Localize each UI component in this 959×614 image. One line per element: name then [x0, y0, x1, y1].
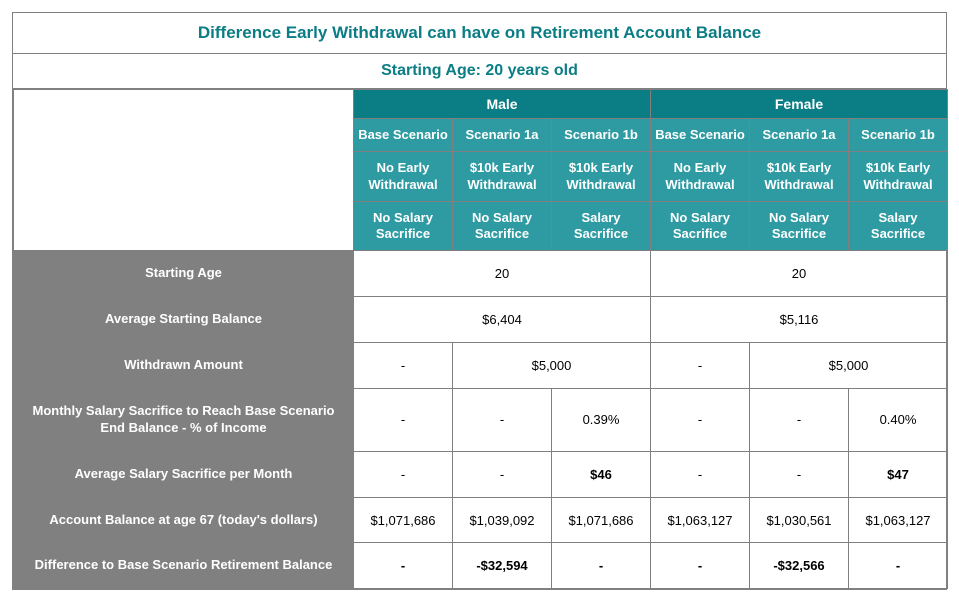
scenario-name: Base Scenario: [651, 119, 750, 152]
data-cell: $1,063,127: [849, 497, 948, 543]
scenario-name: Scenario 1a: [750, 119, 849, 152]
data-cell: $1,071,686: [354, 497, 453, 543]
data-cell: 20: [354, 251, 651, 297]
row-label: Average Salary Sacrifice per Month: [14, 451, 354, 497]
data-cell: -: [354, 543, 453, 589]
table-subtitle: Starting Age: 20 years old: [13, 54, 946, 89]
data-cell: -: [651, 388, 750, 451]
data-cell: 20: [651, 251, 948, 297]
sacrifice-desc: No Salary Sacrifice: [354, 201, 453, 251]
table-row: Average Starting Balance$6,404$5,116: [14, 297, 948, 343]
retirement-table: MaleFemaleBase ScenarioScenario 1aScenar…: [13, 89, 948, 589]
data-cell: $1,039,092: [453, 497, 552, 543]
data-cell: $47: [849, 451, 948, 497]
data-cell: -: [552, 543, 651, 589]
sacrifice-desc: Salary Sacrifice: [552, 201, 651, 251]
data-cell: -: [651, 451, 750, 497]
data-cell: -: [354, 388, 453, 451]
sacrifice-desc: Salary Sacrifice: [849, 201, 948, 251]
row-label: Withdrawn Amount: [14, 343, 354, 389]
gender-header: Male: [354, 90, 651, 119]
data-cell: $5,000: [750, 343, 948, 389]
table-title: Difference Early Withdrawal can have on …: [13, 13, 946, 54]
table-row: Monthly Salary Sacrifice to Reach Base S…: [14, 388, 948, 451]
data-cell: -: [750, 388, 849, 451]
table-row: Account Balance at age 67 (today's dolla…: [14, 497, 948, 543]
scenario-name: Scenario 1b: [552, 119, 651, 152]
data-cell: -: [849, 543, 948, 589]
withdrawal-desc: $10k Early Withdrawal: [849, 152, 948, 202]
table-body: Starting Age2020Average Starting Balance…: [14, 251, 948, 589]
data-cell: -: [354, 451, 453, 497]
data-cell: -: [750, 451, 849, 497]
withdrawal-desc: No Early Withdrawal: [354, 152, 453, 202]
withdrawal-desc: $10k Early Withdrawal: [453, 152, 552, 202]
withdrawal-desc: No Early Withdrawal: [651, 152, 750, 202]
table-head: MaleFemaleBase ScenarioScenario 1aScenar…: [14, 90, 948, 251]
data-cell: -$32,566: [750, 543, 849, 589]
data-cell: -: [453, 388, 552, 451]
scenario-name: Base Scenario: [354, 119, 453, 152]
gender-header: Female: [651, 90, 948, 119]
row-label: Average Starting Balance: [14, 297, 354, 343]
table-row: Difference to Base Scenario Retirement B…: [14, 543, 948, 589]
data-cell: $5,000: [453, 343, 651, 389]
data-cell: -$32,594: [453, 543, 552, 589]
table-row: Withdrawn Amount-$5,000-$5,000: [14, 343, 948, 389]
data-cell: -: [651, 543, 750, 589]
data-cell: $1,071,686: [552, 497, 651, 543]
row-label: Account Balance at age 67 (today's dolla…: [14, 497, 354, 543]
data-cell: $5,116: [651, 297, 948, 343]
withdrawal-desc: $10k Early Withdrawal: [552, 152, 651, 202]
table-container: Difference Early Withdrawal can have on …: [12, 12, 947, 590]
data-cell: $1,030,561: [750, 497, 849, 543]
data-cell: -: [453, 451, 552, 497]
data-cell: $6,404: [354, 297, 651, 343]
sacrifice-desc: No Salary Sacrifice: [750, 201, 849, 251]
data-cell: 0.39%: [552, 388, 651, 451]
scenario-name: Scenario 1a: [453, 119, 552, 152]
data-cell: 0.40%: [849, 388, 948, 451]
sacrifice-desc: No Salary Sacrifice: [453, 201, 552, 251]
row-label: Starting Age: [14, 251, 354, 297]
withdrawal-desc: $10k Early Withdrawal: [750, 152, 849, 202]
table-row: Starting Age2020: [14, 251, 948, 297]
data-cell: $1,063,127: [651, 497, 750, 543]
data-cell: $46: [552, 451, 651, 497]
data-cell: -: [354, 343, 453, 389]
row-label: Monthly Salary Sacrifice to Reach Base S…: [14, 388, 354, 451]
data-cell: -: [651, 343, 750, 389]
sacrifice-desc: No Salary Sacrifice: [651, 201, 750, 251]
table-row: Average Salary Sacrifice per Month--$46-…: [14, 451, 948, 497]
header-blank: [14, 90, 354, 251]
scenario-name: Scenario 1b: [849, 119, 948, 152]
row-label: Difference to Base Scenario Retirement B…: [14, 543, 354, 589]
